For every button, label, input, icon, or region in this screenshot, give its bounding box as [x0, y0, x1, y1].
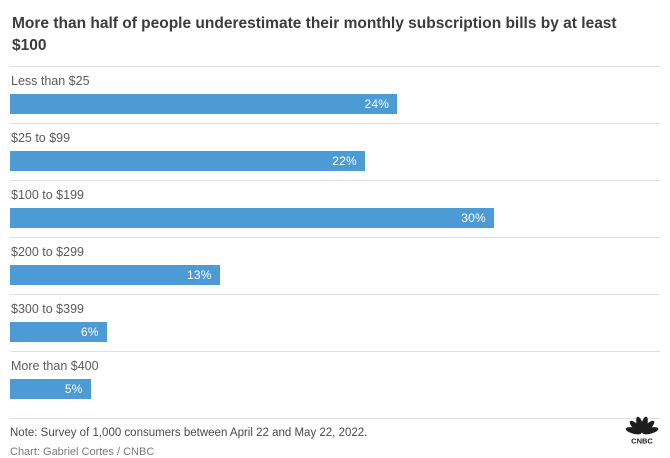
bar-value-label: 24%: [364, 97, 390, 112]
bar-row: $25 to $99 22%: [10, 123, 660, 180]
bar-value-label: 5%: [64, 382, 83, 397]
bar-value-label: 6%: [81, 325, 99, 340]
bar-row: $300 to $399 6%: [10, 294, 660, 351]
bar-row: $100 to $199 30%: [10, 180, 660, 237]
bar: 5%: [10, 379, 91, 400]
footer: Note: Survey of 1,000 consumers between …: [10, 418, 660, 458]
category-label: More than $400: [11, 359, 99, 374]
cnbc-logo-text: CNBC: [631, 437, 653, 446]
bar: 24%: [10, 94, 398, 115]
category-label: $100 to $199: [11, 188, 84, 203]
bar: 30%: [10, 208, 494, 229]
bar-row: Less than $25 24%: [10, 66, 660, 123]
category-label: $200 to $299: [11, 245, 84, 260]
category-label: Less than $25: [11, 74, 90, 89]
chart-title: More than half of people underestimate t…: [12, 15, 617, 54]
footer-note: Note: Survey of 1,000 consumers between …: [10, 427, 368, 440]
bar-row: More than $400 5%: [10, 351, 660, 408]
footer-credit: Chart: Gabriel Cortes / CNBC: [10, 446, 155, 458]
bar: 6%: [10, 322, 107, 343]
bar-value-label: 22%: [332, 154, 357, 169]
bar-value-label: 13%: [187, 268, 212, 283]
category-label: $25 to $99: [11, 131, 71, 146]
bar-value-label: 30%: [461, 211, 486, 226]
bar-chart: Less than $25 24% $25 to $99 22% $100 to…: [0, 66, 670, 408]
bar: 13%: [10, 265, 220, 286]
cnbc-logo: CNBC: [624, 415, 660, 450]
category-label: $300 to $399: [11, 302, 84, 317]
bar: 22%: [10, 151, 365, 172]
cnbc-peacock-icon: CNBC: [625, 416, 659, 446]
bar-row: $200 to $299 13%: [10, 237, 660, 294]
